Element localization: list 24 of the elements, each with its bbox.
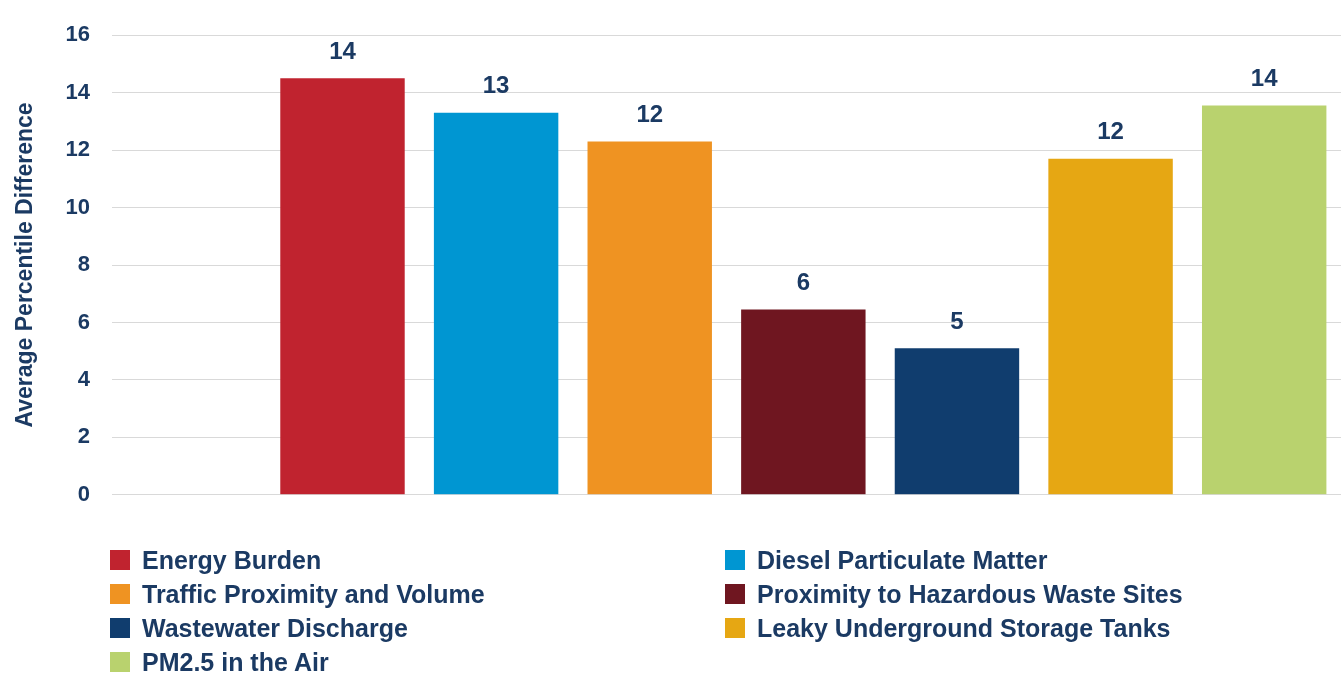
data-label: 14 (1250, 64, 1279, 92)
y-tick-label: 4 (77, 365, 91, 391)
data-label: 5 (950, 306, 964, 334)
legend-label: Leaky Underground Storage Tanks (757, 613, 1171, 643)
y-tick-label: 0 (77, 480, 91, 506)
y-tick-label: 10 (65, 193, 91, 219)
data-label: 14 (329, 36, 357, 64)
y-tick-label: 14 (65, 78, 91, 104)
y-tick-label: 16 (65, 21, 91, 47)
data-label: 12 (1097, 117, 1124, 145)
y-tick-label: 2 (77, 423, 91, 449)
legend-label: Energy Burden (142, 545, 322, 575)
legend-label: Traffic Proximity and Volume (142, 579, 485, 609)
legend-label: Diesel Particulate Matter (757, 545, 1048, 575)
legend-label: Proximity to Hazardous Waste Sites (757, 579, 1183, 609)
y-tick-label: 6 (77, 308, 91, 334)
data-label: 12 (636, 100, 664, 128)
y-axis-title: Average Percentile Difference (11, 102, 38, 428)
y-tick-label: 8 (77, 251, 91, 277)
data-label: 13 (482, 71, 510, 99)
y-tick-label: 12 (65, 136, 91, 162)
data-label: 6 (796, 268, 811, 296)
legend-label: Wastewater Discharge (142, 613, 408, 643)
legend-label: PM2.5 in the Air (142, 647, 329, 677)
